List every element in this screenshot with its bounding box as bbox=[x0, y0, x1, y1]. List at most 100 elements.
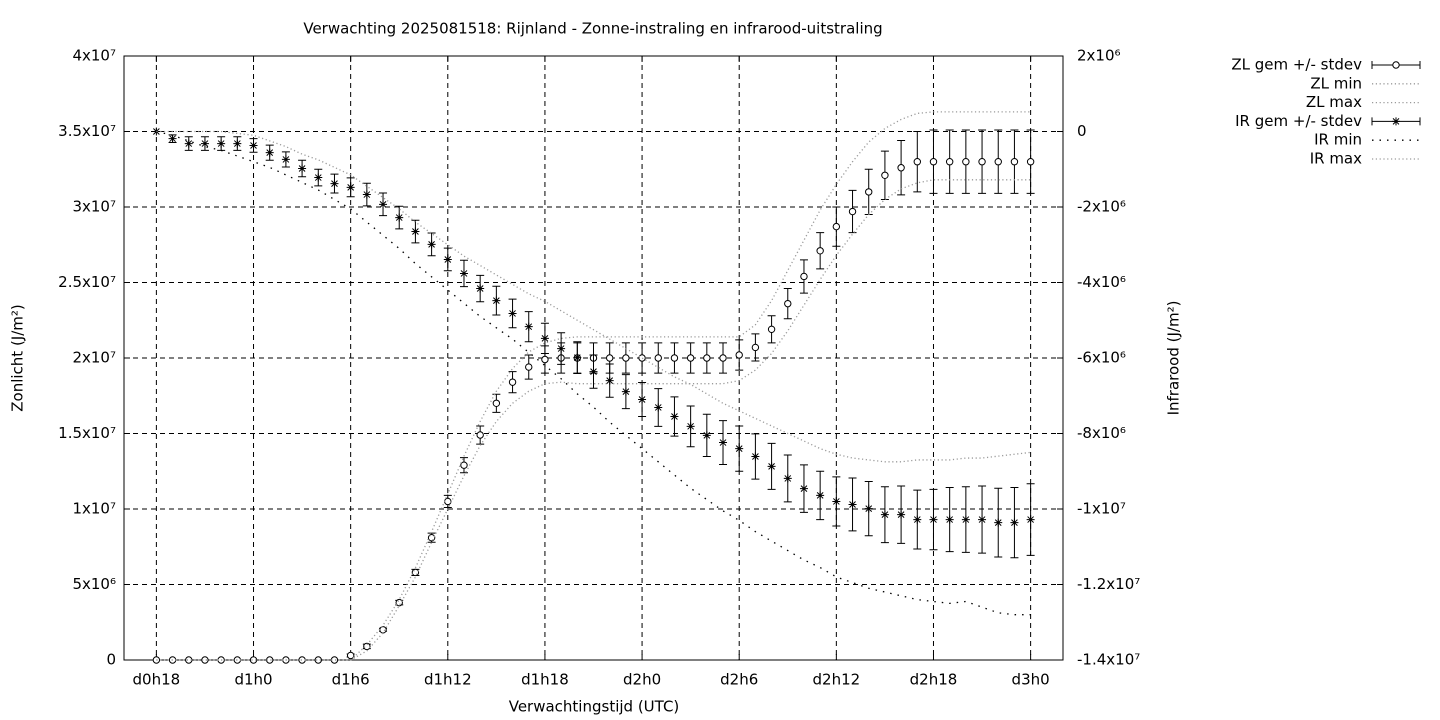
y-tick-label: 1x10⁷ bbox=[72, 500, 116, 518]
point bbox=[1026, 158, 1035, 166]
y2-tick-label: -1x10⁷ bbox=[1077, 500, 1126, 518]
point bbox=[346, 183, 355, 192]
y-tick-label: 4x10⁷ bbox=[72, 47, 116, 65]
y2-tick-label: 2x10⁶ bbox=[1077, 47, 1121, 65]
point bbox=[492, 296, 501, 305]
y2-tick-label: -4x10⁶ bbox=[1077, 273, 1126, 291]
x-tick-label: d1h18 bbox=[521, 671, 569, 689]
point bbox=[168, 134, 177, 143]
point bbox=[703, 354, 711, 362]
point bbox=[622, 354, 630, 362]
legend-label: ZL min bbox=[1310, 74, 1362, 92]
y-tick-label: 3.5x10⁷ bbox=[58, 122, 116, 140]
point bbox=[865, 188, 873, 196]
y2-axis-title: Infrarood (J/m²) bbox=[1165, 301, 1183, 416]
point bbox=[686, 354, 695, 362]
point bbox=[978, 158, 986, 166]
point bbox=[249, 656, 258, 664]
legend-label: IR max bbox=[1310, 150, 1362, 168]
point bbox=[751, 343, 760, 352]
series-line bbox=[156, 130, 1031, 463]
x-tick-label: d2h18 bbox=[910, 671, 958, 689]
y2-tick-label: -1.2x10⁷ bbox=[1077, 575, 1140, 593]
legend-label: IR min bbox=[1314, 131, 1362, 149]
legend-marker bbox=[1392, 61, 1400, 69]
point bbox=[670, 412, 679, 421]
x-tick-label: d2h12 bbox=[813, 671, 861, 689]
point bbox=[233, 139, 242, 148]
point bbox=[719, 354, 727, 362]
point bbox=[816, 247, 824, 255]
y2-tick-label: -8x10⁶ bbox=[1077, 424, 1126, 442]
chart-title: Verwachting 2025081518: Rijnland - Zonne… bbox=[303, 20, 882, 38]
point bbox=[476, 284, 485, 293]
point bbox=[1010, 158, 1019, 166]
point bbox=[152, 127, 161, 136]
point bbox=[800, 272, 808, 281]
point bbox=[444, 497, 452, 506]
y-tick-label: 5x10⁶ bbox=[72, 575, 116, 593]
y-tick-label: 2x10⁷ bbox=[72, 349, 116, 367]
point bbox=[897, 164, 905, 172]
point bbox=[443, 255, 452, 264]
point bbox=[281, 155, 290, 164]
y-tick-label: 0 bbox=[106, 651, 116, 669]
point bbox=[962, 158, 970, 166]
point bbox=[427, 240, 436, 249]
legend-label: ZL max bbox=[1306, 93, 1362, 111]
point bbox=[621, 387, 630, 396]
legend-marker bbox=[1392, 117, 1400, 126]
point bbox=[524, 322, 533, 331]
point bbox=[784, 299, 792, 308]
x-tick-label: d0h18 bbox=[133, 671, 181, 689]
point bbox=[913, 158, 921, 166]
point bbox=[978, 515, 987, 524]
point bbox=[816, 491, 825, 500]
point bbox=[945, 515, 954, 524]
point bbox=[525, 363, 533, 371]
point bbox=[1010, 518, 1019, 527]
y-tick-label: 1.5x10⁷ bbox=[58, 424, 116, 442]
y-tick-label: 3x10⁷ bbox=[72, 198, 116, 216]
point bbox=[719, 438, 728, 447]
point bbox=[200, 139, 209, 148]
point bbox=[395, 213, 404, 222]
point bbox=[314, 656, 322, 664]
point bbox=[492, 399, 501, 407]
x-tick-label: d1h12 bbox=[424, 671, 472, 689]
point bbox=[541, 355, 549, 364]
legend-label: ZL gem +/- stdev bbox=[1231, 56, 1362, 74]
point bbox=[686, 422, 695, 431]
point bbox=[298, 164, 307, 173]
y2-tick-label: -6x10⁶ bbox=[1077, 349, 1126, 367]
x-tick-label: d2h0 bbox=[623, 671, 661, 689]
x-tick-label: d2h6 bbox=[720, 671, 758, 689]
point bbox=[201, 656, 209, 664]
point bbox=[605, 376, 614, 385]
point bbox=[881, 171, 889, 179]
point bbox=[654, 354, 662, 362]
point bbox=[459, 269, 468, 278]
point bbox=[605, 354, 614, 362]
point bbox=[638, 354, 646, 362]
point bbox=[184, 139, 193, 148]
point bbox=[508, 378, 517, 386]
point bbox=[929, 158, 938, 166]
point bbox=[961, 515, 970, 524]
x-tick-label: d1h0 bbox=[234, 671, 272, 689]
point bbox=[897, 510, 906, 519]
point bbox=[670, 354, 679, 362]
point bbox=[411, 227, 420, 236]
point bbox=[298, 656, 306, 664]
point bbox=[654, 403, 663, 412]
point bbox=[557, 344, 566, 353]
point bbox=[266, 656, 274, 664]
point bbox=[945, 158, 954, 166]
point bbox=[249, 141, 258, 150]
x-axis-title: Verwachtingstijd (UTC) bbox=[509, 698, 680, 716]
point bbox=[929, 515, 938, 524]
point bbox=[314, 173, 323, 182]
point bbox=[265, 148, 274, 157]
y2-tick-label: -2x10⁶ bbox=[1077, 198, 1126, 216]
point bbox=[880, 510, 889, 519]
